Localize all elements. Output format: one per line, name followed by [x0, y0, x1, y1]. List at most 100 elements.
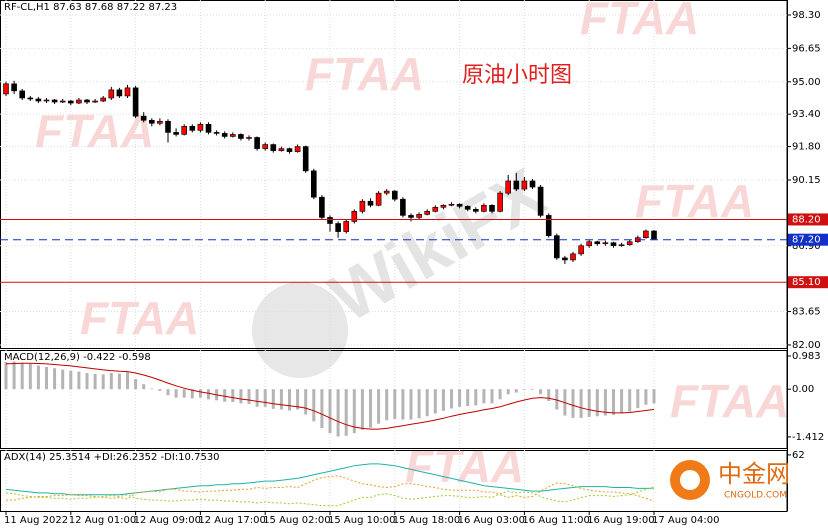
macd-bar — [61, 369, 65, 390]
macd-bar — [198, 389, 202, 398]
y-tick-label: 86.90 — [792, 241, 821, 252]
site-logo: 中金网 CNGOLD.COM — [670, 460, 790, 501]
macd-bar — [458, 389, 462, 407]
candle-body — [92, 100, 98, 103]
macd-bar — [77, 371, 81, 390]
macd-bar — [239, 389, 243, 404]
level-label: 85.10 — [792, 277, 821, 288]
candle-body — [529, 180, 536, 188]
macd-bar — [182, 389, 186, 398]
y-tick-label: 0.983 — [792, 351, 821, 362]
x-tick-label: 16 Aug 03:00 — [458, 515, 525, 526]
level-label: 87.20 — [792, 235, 821, 246]
macd-bar — [474, 389, 478, 406]
candle-body — [302, 146, 309, 172]
macd-bar — [158, 389, 162, 391]
macd-bar — [36, 365, 40, 390]
candle-body — [108, 89, 115, 99]
macd-bar — [490, 389, 494, 404]
macd-bar — [409, 389, 413, 420]
macd-bar — [150, 388, 154, 390]
macd-bar — [539, 389, 543, 395]
macd-header: MACD(12,26,9) -0.422 -0.598 — [4, 352, 151, 363]
candle-body — [610, 242, 617, 247]
macd-bar — [579, 389, 583, 418]
candle-body — [238, 134, 244, 139]
candle-body — [513, 180, 520, 190]
candle-body — [416, 214, 422, 218]
macd-bar — [571, 389, 575, 418]
candle-body — [562, 257, 568, 261]
macd-bar — [547, 389, 551, 402]
macd-bar — [312, 389, 316, 422]
x-tick-label: 11 Aug 2022 — [4, 515, 68, 526]
macd-bar — [587, 389, 591, 417]
x-tick-label: 17 Aug 04:00 — [652, 515, 719, 526]
macd-bar — [93, 373, 97, 390]
candle-body — [19, 90, 26, 99]
watermark: FTAA — [305, 48, 424, 100]
macd-bar — [85, 372, 89, 390]
y-tick-label: 90.15 — [792, 175, 821, 186]
candle-body — [570, 253, 576, 261]
candle-body — [343, 221, 350, 232]
candle-body — [59, 100, 66, 103]
macd-bar — [603, 389, 607, 416]
candle-body — [472, 209, 479, 212]
candle-body — [68, 100, 74, 104]
candle-body — [11, 83, 17, 92]
candle-body — [197, 124, 204, 131]
logo-url: CNGOLD.COM — [724, 491, 787, 501]
macd-bar — [482, 389, 486, 404]
candle-body — [440, 204, 447, 208]
x-tick-label: 12 Aug 09:00 — [134, 515, 201, 526]
y-tick-label: 95.00 — [792, 77, 821, 88]
candle-body — [173, 132, 179, 135]
candle-body — [35, 98, 42, 102]
macd-bar — [433, 389, 437, 414]
candle-body — [205, 124, 212, 133]
macd-bar — [166, 389, 170, 396]
candle-body — [246, 137, 252, 139]
y-tick-label: 96.65 — [792, 43, 821, 54]
macd-bar — [53, 368, 57, 390]
logo-text: 中金网 — [718, 460, 790, 488]
watermark: FTAA — [580, 0, 699, 44]
candle-body — [310, 170, 317, 198]
candle-body — [230, 134, 236, 137]
candle-body — [521, 180, 528, 190]
macd-bar — [636, 389, 640, 409]
y-tick-label: -1.412 — [792, 432, 824, 443]
macd-bar — [425, 389, 429, 417]
macd-bar — [401, 389, 405, 420]
watermark: FTAA — [670, 375, 789, 427]
candle-body — [140, 115, 147, 121]
candle-body — [327, 217, 333, 224]
macd-bar — [320, 389, 324, 429]
candle-body — [505, 180, 512, 194]
candle-body — [157, 120, 163, 124]
macd-signal — [5, 362, 655, 430]
candle-body — [578, 245, 584, 255]
macd-bar — [506, 389, 510, 395]
macd-bar — [393, 389, 397, 419]
macd-bar — [190, 389, 194, 399]
candle-body — [3, 83, 9, 95]
macd-bar — [109, 372, 113, 390]
level-label-box — [788, 233, 828, 246]
candle-body — [400, 198, 406, 216]
candle-body — [456, 203, 463, 207]
x-tick-label: 16 Aug 11:00 — [522, 515, 589, 526]
candle-body — [100, 97, 106, 102]
macd-bar — [328, 389, 332, 434]
candle-body — [116, 89, 123, 97]
chart-title: 原油小时图 — [462, 63, 572, 88]
candle-body — [375, 192, 382, 206]
macd-bar — [247, 389, 251, 405]
x-tick-label: 15 Aug 10:00 — [328, 515, 395, 526]
candle-body — [84, 99, 90, 103]
candle-body — [262, 144, 269, 149]
candle-body — [181, 126, 187, 135]
